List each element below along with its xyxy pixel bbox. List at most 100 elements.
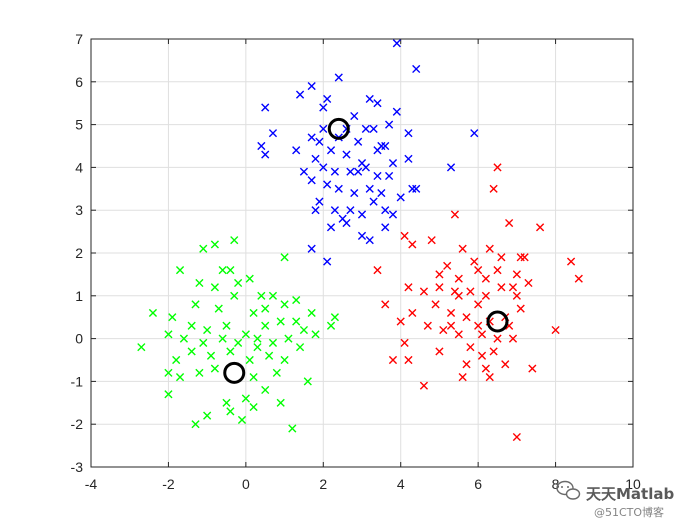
data-point xyxy=(346,167,355,176)
data-point xyxy=(226,407,235,416)
data-point xyxy=(485,373,494,382)
data-point xyxy=(315,137,324,146)
data-point xyxy=(481,364,490,373)
data-point xyxy=(373,171,382,181)
data-point xyxy=(249,373,258,382)
y-tick-label: 6 xyxy=(75,74,83,90)
data-point xyxy=(323,94,332,104)
data-point xyxy=(253,343,262,352)
data-point xyxy=(199,338,208,347)
data-point xyxy=(435,270,444,279)
data-point xyxy=(474,300,483,309)
data-point xyxy=(330,313,339,322)
data-point xyxy=(454,330,463,339)
data-point xyxy=(280,253,289,262)
data-point xyxy=(528,364,537,373)
y-tick-label: 3 xyxy=(75,202,83,218)
y-tick-label: -2 xyxy=(71,416,84,432)
data-point xyxy=(253,334,262,343)
data-point xyxy=(373,146,382,155)
data-point xyxy=(454,274,463,283)
data-point xyxy=(257,141,266,151)
data-point xyxy=(361,163,370,172)
data-point xyxy=(477,351,487,360)
centroid-marker xyxy=(223,361,246,384)
data-point xyxy=(396,193,405,202)
data-point xyxy=(497,283,506,292)
data-point xyxy=(342,150,351,159)
data-point xyxy=(295,343,305,352)
data-point xyxy=(226,347,235,356)
data-point xyxy=(474,321,483,330)
data-point xyxy=(172,355,181,365)
centroid-marker xyxy=(327,117,350,140)
data-point xyxy=(210,364,219,373)
data-point xyxy=(280,300,289,309)
x-tick-label: -4 xyxy=(85,476,98,492)
data-point xyxy=(191,300,200,309)
data-point xyxy=(365,236,374,245)
data-point xyxy=(222,398,231,407)
data-point xyxy=(350,188,359,198)
data-point xyxy=(458,373,467,382)
data-point xyxy=(346,206,355,215)
data-point xyxy=(427,236,436,245)
data-point xyxy=(307,81,316,91)
data-point xyxy=(295,90,305,99)
data-point xyxy=(408,308,417,318)
data-point xyxy=(199,244,208,253)
data-point xyxy=(485,244,494,253)
data-point xyxy=(268,291,278,300)
data-point xyxy=(516,304,525,313)
x-tick-label: 6 xyxy=(474,476,482,492)
data-point xyxy=(137,343,146,352)
y-tick-label: 7 xyxy=(75,31,83,47)
data-point xyxy=(261,103,270,112)
series-0-points xyxy=(257,39,479,266)
data-point xyxy=(222,321,231,330)
data-point xyxy=(354,167,363,176)
data-point xyxy=(234,278,243,288)
data-point xyxy=(230,291,239,300)
data-point xyxy=(412,64,421,74)
data-point xyxy=(299,167,309,176)
data-point xyxy=(446,163,456,172)
data-point xyxy=(164,330,173,339)
watermark: 天天Matlab @51CTO博客 xyxy=(556,480,674,519)
data-point xyxy=(187,321,196,330)
data-point xyxy=(474,266,483,275)
data-point xyxy=(299,325,309,335)
data-point xyxy=(520,253,529,262)
data-point xyxy=(175,266,185,275)
x-tick-label: -2 xyxy=(162,476,175,492)
data-point xyxy=(512,291,521,300)
data-point xyxy=(311,330,320,339)
data-point xyxy=(381,206,390,215)
data-point xyxy=(497,253,506,262)
data-point xyxy=(435,283,444,292)
data-point xyxy=(365,184,374,193)
data-point xyxy=(373,266,382,275)
data-point xyxy=(307,133,316,142)
data-point xyxy=(292,317,301,326)
data-point xyxy=(512,432,521,442)
data-point xyxy=(210,240,219,249)
data-point xyxy=(388,355,398,365)
data-point xyxy=(446,308,456,318)
y-tick-label: 2 xyxy=(75,245,83,261)
data-point xyxy=(493,163,502,172)
data-point xyxy=(164,390,173,399)
data-point xyxy=(249,308,258,318)
data-point xyxy=(396,317,405,326)
data-point xyxy=(566,257,576,266)
data-point xyxy=(261,304,270,313)
data-point xyxy=(218,266,227,275)
data-point xyxy=(431,300,440,309)
data-point xyxy=(319,124,328,133)
data-point xyxy=(218,334,227,343)
data-point xyxy=(408,240,417,249)
data-point xyxy=(450,287,460,296)
data-point xyxy=(404,355,413,365)
data-point xyxy=(237,415,247,425)
